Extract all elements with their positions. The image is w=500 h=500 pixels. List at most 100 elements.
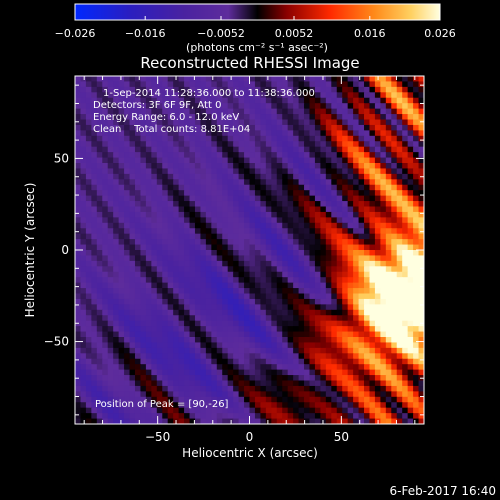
- heatmap-cell: [342, 353, 349, 360]
- heatmap-cell: [364, 396, 370, 403]
- heatmap-cell: [260, 201, 267, 207]
- heatmap-cell: [124, 402, 131, 409]
- heatmap-cell: [102, 271, 109, 278]
- heatmap-cell: [282, 369, 289, 376]
- heatmap-cell: [331, 130, 338, 137]
- heatmap-cell: [402, 391, 409, 398]
- heatmap-cell: [314, 239, 321, 246]
- heatmap-cell: [282, 402, 289, 409]
- heatmap-cell: [118, 119, 125, 126]
- heatmap-cell: [260, 233, 267, 240]
- heatmap-cell: [407, 369, 414, 376]
- heatmap-cell: [205, 298, 212, 305]
- heatmap-cell: [102, 413, 109, 420]
- heatmap-cell: [222, 315, 229, 322]
- heatmap-cell: [249, 391, 256, 398]
- heatmap-cell: [249, 413, 256, 420]
- heatmap-cell: [107, 255, 114, 262]
- heatmap-cell: [102, 255, 109, 262]
- heatmap-cell: [260, 385, 267, 392]
- heatmap-cell: [118, 250, 125, 256]
- heatmap-cell: [276, 92, 283, 99]
- heatmap-cell: [102, 402, 109, 409]
- heatmap-cell: [407, 353, 414, 360]
- heatmap-cell: [216, 86, 223, 93]
- heatmap-cell: [293, 195, 300, 202]
- heatmap-cell: [145, 277, 152, 284]
- heatmap-cell: [233, 326, 240, 333]
- heatmap-cell: [325, 146, 332, 153]
- heatmap-cell: [265, 195, 272, 202]
- heatmap-cell: [162, 266, 169, 273]
- heatmap-cell: [238, 135, 245, 142]
- heatmap-cell: [96, 309, 103, 316]
- heatmap-cell: [134, 141, 141, 148]
- heatmap-cell: [173, 266, 180, 273]
- heatmap-cell: [216, 114, 223, 120]
- heatmap-cell: [287, 369, 294, 376]
- heatmap-cell: [140, 141, 147, 148]
- heatmap-cell: [325, 108, 332, 115]
- heatmap-cell: [91, 375, 98, 381]
- heatmap-cell: [124, 255, 131, 262]
- heatmap-cell: [118, 103, 125, 110]
- heatmap-cell: [194, 92, 201, 99]
- heatmap-cell: [205, 76, 212, 82]
- heatmap-cell: [320, 103, 327, 110]
- heatmap-cell: [282, 298, 289, 305]
- heatmap-cell: [75, 271, 81, 278]
- heatmap-cell: [184, 337, 191, 343]
- heatmap-cell: [194, 201, 201, 207]
- heatmap-cell: [151, 369, 158, 376]
- heatmap-cell: [374, 195, 381, 202]
- heatmap-cell: [304, 407, 310, 414]
- heatmap-cell: [369, 380, 376, 387]
- heatmap-cell: [314, 250, 321, 256]
- heatmap-cell: [380, 217, 387, 224]
- heatmap-cell: [298, 418, 305, 424]
- heatmap-cell: [249, 326, 256, 333]
- heatmap-cell: [156, 326, 163, 333]
- heatmap-cell: [145, 369, 152, 376]
- heatmap-cell: [227, 353, 234, 360]
- heatmap-cell: [304, 353, 310, 360]
- heatmap-cell: [80, 179, 87, 186]
- heatmap-cell: [107, 228, 114, 235]
- heatmap-cell: [107, 391, 114, 398]
- heatmap-cell: [249, 222, 256, 229]
- heatmap-cell: [216, 304, 223, 311]
- heatmap-cell: [374, 385, 381, 392]
- heatmap-cell: [189, 206, 196, 213]
- heatmap-cell: [320, 293, 327, 300]
- heatmap-cell: [380, 396, 387, 403]
- heatmap-cell: [194, 222, 201, 229]
- heatmap-cell: [260, 337, 267, 343]
- heatmap-cell: [413, 152, 420, 159]
- heatmap-cell: [211, 217, 218, 224]
- heatmap-cell: [309, 103, 316, 110]
- heatmap-cell: [194, 298, 201, 305]
- heatmap-cell: [140, 375, 147, 381]
- heatmap-cell: [173, 190, 180, 197]
- heatmap-cell: [113, 342, 120, 349]
- heatmap-cell: [162, 97, 169, 104]
- heatmap-cell: [80, 277, 87, 284]
- heatmap-cell: [304, 195, 310, 202]
- heatmap-cell: [222, 396, 229, 403]
- heatmap-cell: [309, 76, 316, 82]
- heatmap-cell: [91, 337, 98, 343]
- heatmap-cell: [205, 369, 212, 376]
- heatmap-cell: [260, 103, 267, 110]
- heatmap-cell: [113, 255, 120, 262]
- heatmap-cell: [145, 326, 152, 333]
- heatmap-cell: [184, 157, 191, 164]
- heatmap-cell: [216, 163, 223, 169]
- heatmap-cell: [364, 130, 370, 137]
- heatmap-cell: [413, 124, 420, 131]
- heatmap-cell: [271, 380, 278, 387]
- heatmap-cell: [167, 331, 174, 338]
- heatmap-cell: [380, 255, 387, 262]
- heatmap-cell: [309, 271, 316, 278]
- heatmap-cell: [75, 146, 81, 153]
- heatmap-cell: [75, 293, 81, 300]
